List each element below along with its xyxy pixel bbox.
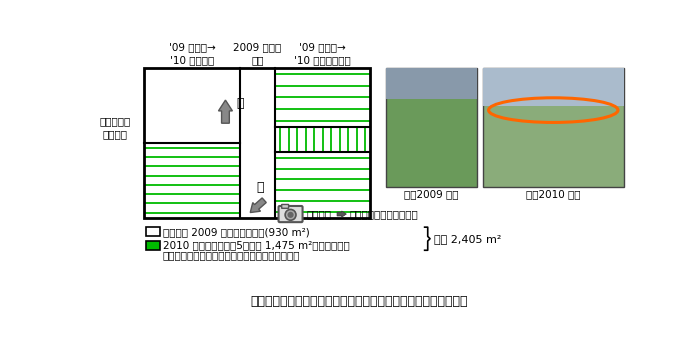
Text: 2010 年度に加わった5筆（計 1,475 m²）の活動場所: 2010 年度に加わった5筆（計 1,475 m²）の活動場所 — [162, 241, 349, 251]
Circle shape — [285, 209, 296, 220]
Bar — [386, 68, 477, 187]
Text: イ: イ — [257, 181, 264, 194]
Circle shape — [288, 212, 294, 218]
Bar — [483, 68, 624, 187]
Text: ア: ア — [237, 97, 244, 110]
FancyArrow shape — [218, 100, 232, 123]
Bar — [144, 68, 370, 218]
Bar — [144, 68, 370, 218]
Bar — [146, 227, 160, 237]
Text: （土地利用
の変化）: （土地利用 の変化） — [99, 116, 130, 139]
Bar — [483, 68, 624, 106]
Text: の方向でそれぞれ撮影）: の方向でそれぞれ撮影） — [349, 209, 418, 219]
FancyBboxPatch shape — [281, 204, 288, 208]
Text: '09 放棄地→
'10 麦、野菜など: '09 放棄地→ '10 麦、野菜など — [294, 42, 351, 65]
Text: 2009 年より
雑穀: 2009 年より 雑穀 — [234, 42, 281, 65]
Text: ア．2009 年夏: ア．2009 年夏 — [405, 190, 459, 199]
Text: 地区Ａの 2009 年度の活動場所(930 m²): 地区Ａの 2009 年度の活動場所(930 m²) — [162, 227, 309, 237]
Text: （パターンの違いごとに、異なる地権者を示す）: （パターンの違いごとに、異なる地権者を示す） — [162, 251, 300, 261]
Text: （写真は: （写真は — [306, 209, 331, 219]
FancyArrow shape — [251, 198, 266, 213]
Text: '09 放棄地→
'10 野菜など: '09 放棄地→ '10 野菜など — [169, 42, 216, 65]
Text: 合計 2,405 m²: 合計 2,405 m² — [434, 234, 501, 244]
Text: イ．2010 年夏: イ．2010 年夏 — [526, 190, 580, 199]
Text: 図１　地区Ａの平面模式図（耕作放棄地の再生面積の拡大状況）: 図１ 地区Ａの平面模式図（耕作放棄地の再生面積の拡大状況） — [250, 295, 468, 308]
Bar — [386, 68, 477, 98]
FancyBboxPatch shape — [279, 206, 302, 222]
FancyArrow shape — [337, 211, 346, 217]
Bar — [146, 241, 160, 250]
